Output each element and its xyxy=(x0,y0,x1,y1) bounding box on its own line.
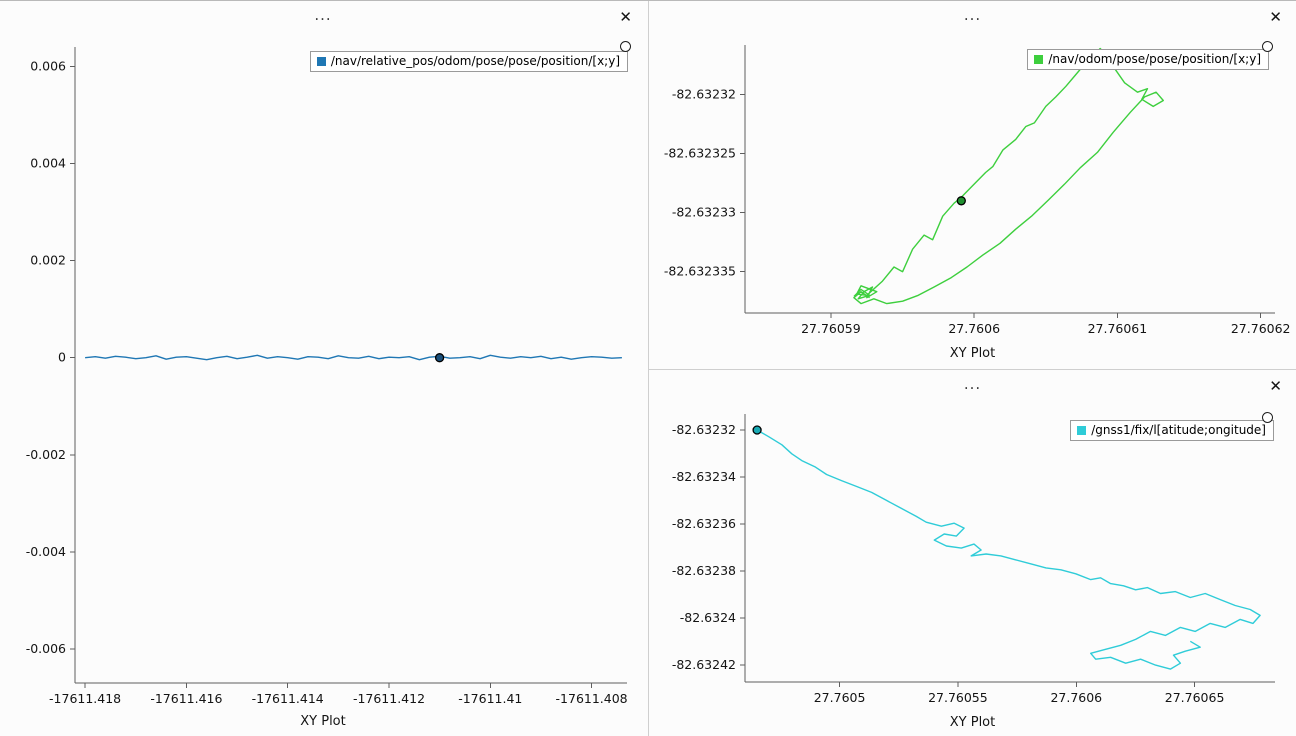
xy-plot-canvas[interactable]: 27.7605 27.76055 27.7606 27.76065 -82.63232 -… xyxy=(653,404,1293,714)
panel-header: ... ✕ xyxy=(0,1,646,35)
svg-text:27.7606: 27.7606 xyxy=(948,321,1000,336)
panel-menu-button[interactable]: ... xyxy=(963,6,982,24)
svg-text:-82.63238: -82.63238 xyxy=(671,563,735,578)
svg-text:-82.6324: -82.6324 xyxy=(679,610,735,625)
svg-text:27.76065: 27.76065 xyxy=(1164,690,1224,705)
svg-text:-0.002: -0.002 xyxy=(26,447,66,462)
x-axis-title: XY Plot xyxy=(300,714,346,729)
svg-text:0.002: 0.002 xyxy=(30,253,66,268)
legend-color-swatch xyxy=(316,56,326,66)
svg-text:27.76055: 27.76055 xyxy=(928,690,988,705)
svg-text:-17611.418: -17611.418 xyxy=(49,691,121,706)
svg-text:-17611.408: -17611.408 xyxy=(556,691,628,706)
svg-text:-82.63236: -82.63236 xyxy=(671,516,735,531)
x-axis-title: XY Plot xyxy=(949,346,996,361)
legend-label: /nav/odom/pose/pose/position/[x;y] xyxy=(1048,52,1261,66)
svg-text:-82.63234: -82.63234 xyxy=(671,469,735,484)
svg-text:-17611.414: -17611.414 xyxy=(252,691,324,706)
legend-label: /gnss1/fix/l[atitude;ongitude] xyxy=(1091,423,1266,437)
svg-text:-82.632325: -82.632325 xyxy=(663,146,735,161)
x-axis-title: XY Plot xyxy=(949,715,996,730)
close-icon[interactable]: ✕ xyxy=(1269,8,1282,26)
corner-handle-icon[interactable] xyxy=(1262,41,1273,52)
legend[interactable]: /nav/relative_pos/odom/pose/pose/positio… xyxy=(309,51,628,72)
svg-text:0.004: 0.004 xyxy=(30,156,66,171)
panel-header: ... ✕ xyxy=(649,1,1296,35)
svg-text:-82.63233: -82.63233 xyxy=(671,205,735,220)
panel-header: ... ✕ xyxy=(649,370,1296,404)
legend-label: /nav/relative_pos/odom/pose/pose/positio… xyxy=(330,54,620,68)
svg-text:27.7605: 27.7605 xyxy=(813,690,865,705)
svg-text:-82.632335: -82.632335 xyxy=(663,264,735,279)
legend[interactable]: /nav/odom/pose/pose/position/[x;y] xyxy=(1027,49,1269,70)
svg-text:-17611.416: -17611.416 xyxy=(150,691,222,706)
close-icon[interactable]: ✕ xyxy=(1269,377,1282,395)
close-icon[interactable]: ✕ xyxy=(619,8,632,26)
svg-text:27.7606: 27.7606 xyxy=(1050,690,1102,705)
svg-text:-82.63242: -82.63242 xyxy=(671,657,735,672)
svg-text:27.76059: 27.76059 xyxy=(801,321,861,336)
svg-text:27.76062: 27.76062 xyxy=(1230,321,1290,336)
corner-handle-icon[interactable] xyxy=(1262,412,1273,423)
svg-text:27.76061: 27.76061 xyxy=(1087,321,1147,336)
panel-xy-plot-bottom-right: ... ✕ 27.7605 27.76055 27.7606 27.76065 -82.… xyxy=(648,369,1296,736)
svg-text:0: 0 xyxy=(58,350,66,365)
panel-xy-plot-top-right: ... ✕ 27.76059 27.7606 27.76061 27.76062 -82… xyxy=(648,1,1296,369)
xy-plot-canvas[interactable]: 27.76059 27.7606 27.76061 27.76062 -82.63232… xyxy=(653,35,1293,345)
svg-text:-0.004: -0.004 xyxy=(26,544,66,559)
svg-text:-82.63232: -82.63232 xyxy=(671,87,735,102)
legend[interactable]: /gnss1/fix/l[atitude;ongitude] xyxy=(1070,420,1274,441)
legend-color-swatch xyxy=(1034,54,1044,64)
svg-text:-17611.41: -17611.41 xyxy=(458,691,522,706)
svg-text:0.006: 0.006 xyxy=(30,58,66,73)
svg-text:-17611.412: -17611.412 xyxy=(353,691,425,706)
panel-menu-button[interactable]: ... xyxy=(314,6,332,24)
svg-text:-0.006: -0.006 xyxy=(26,641,66,656)
xy-plot-canvas[interactable]: -17611.418 -17611.416 -17611.414 -17611.412… xyxy=(3,35,643,713)
panel-menu-button[interactable]: ... xyxy=(963,375,982,393)
legend-color-swatch xyxy=(1077,425,1087,435)
corner-handle-icon[interactable] xyxy=(620,41,631,52)
panel-xy-plot-left: ... ✕ -17611.418 -17611.416 -17611.414 -176… xyxy=(0,1,646,736)
svg-text:-82.63232: -82.63232 xyxy=(671,422,735,437)
